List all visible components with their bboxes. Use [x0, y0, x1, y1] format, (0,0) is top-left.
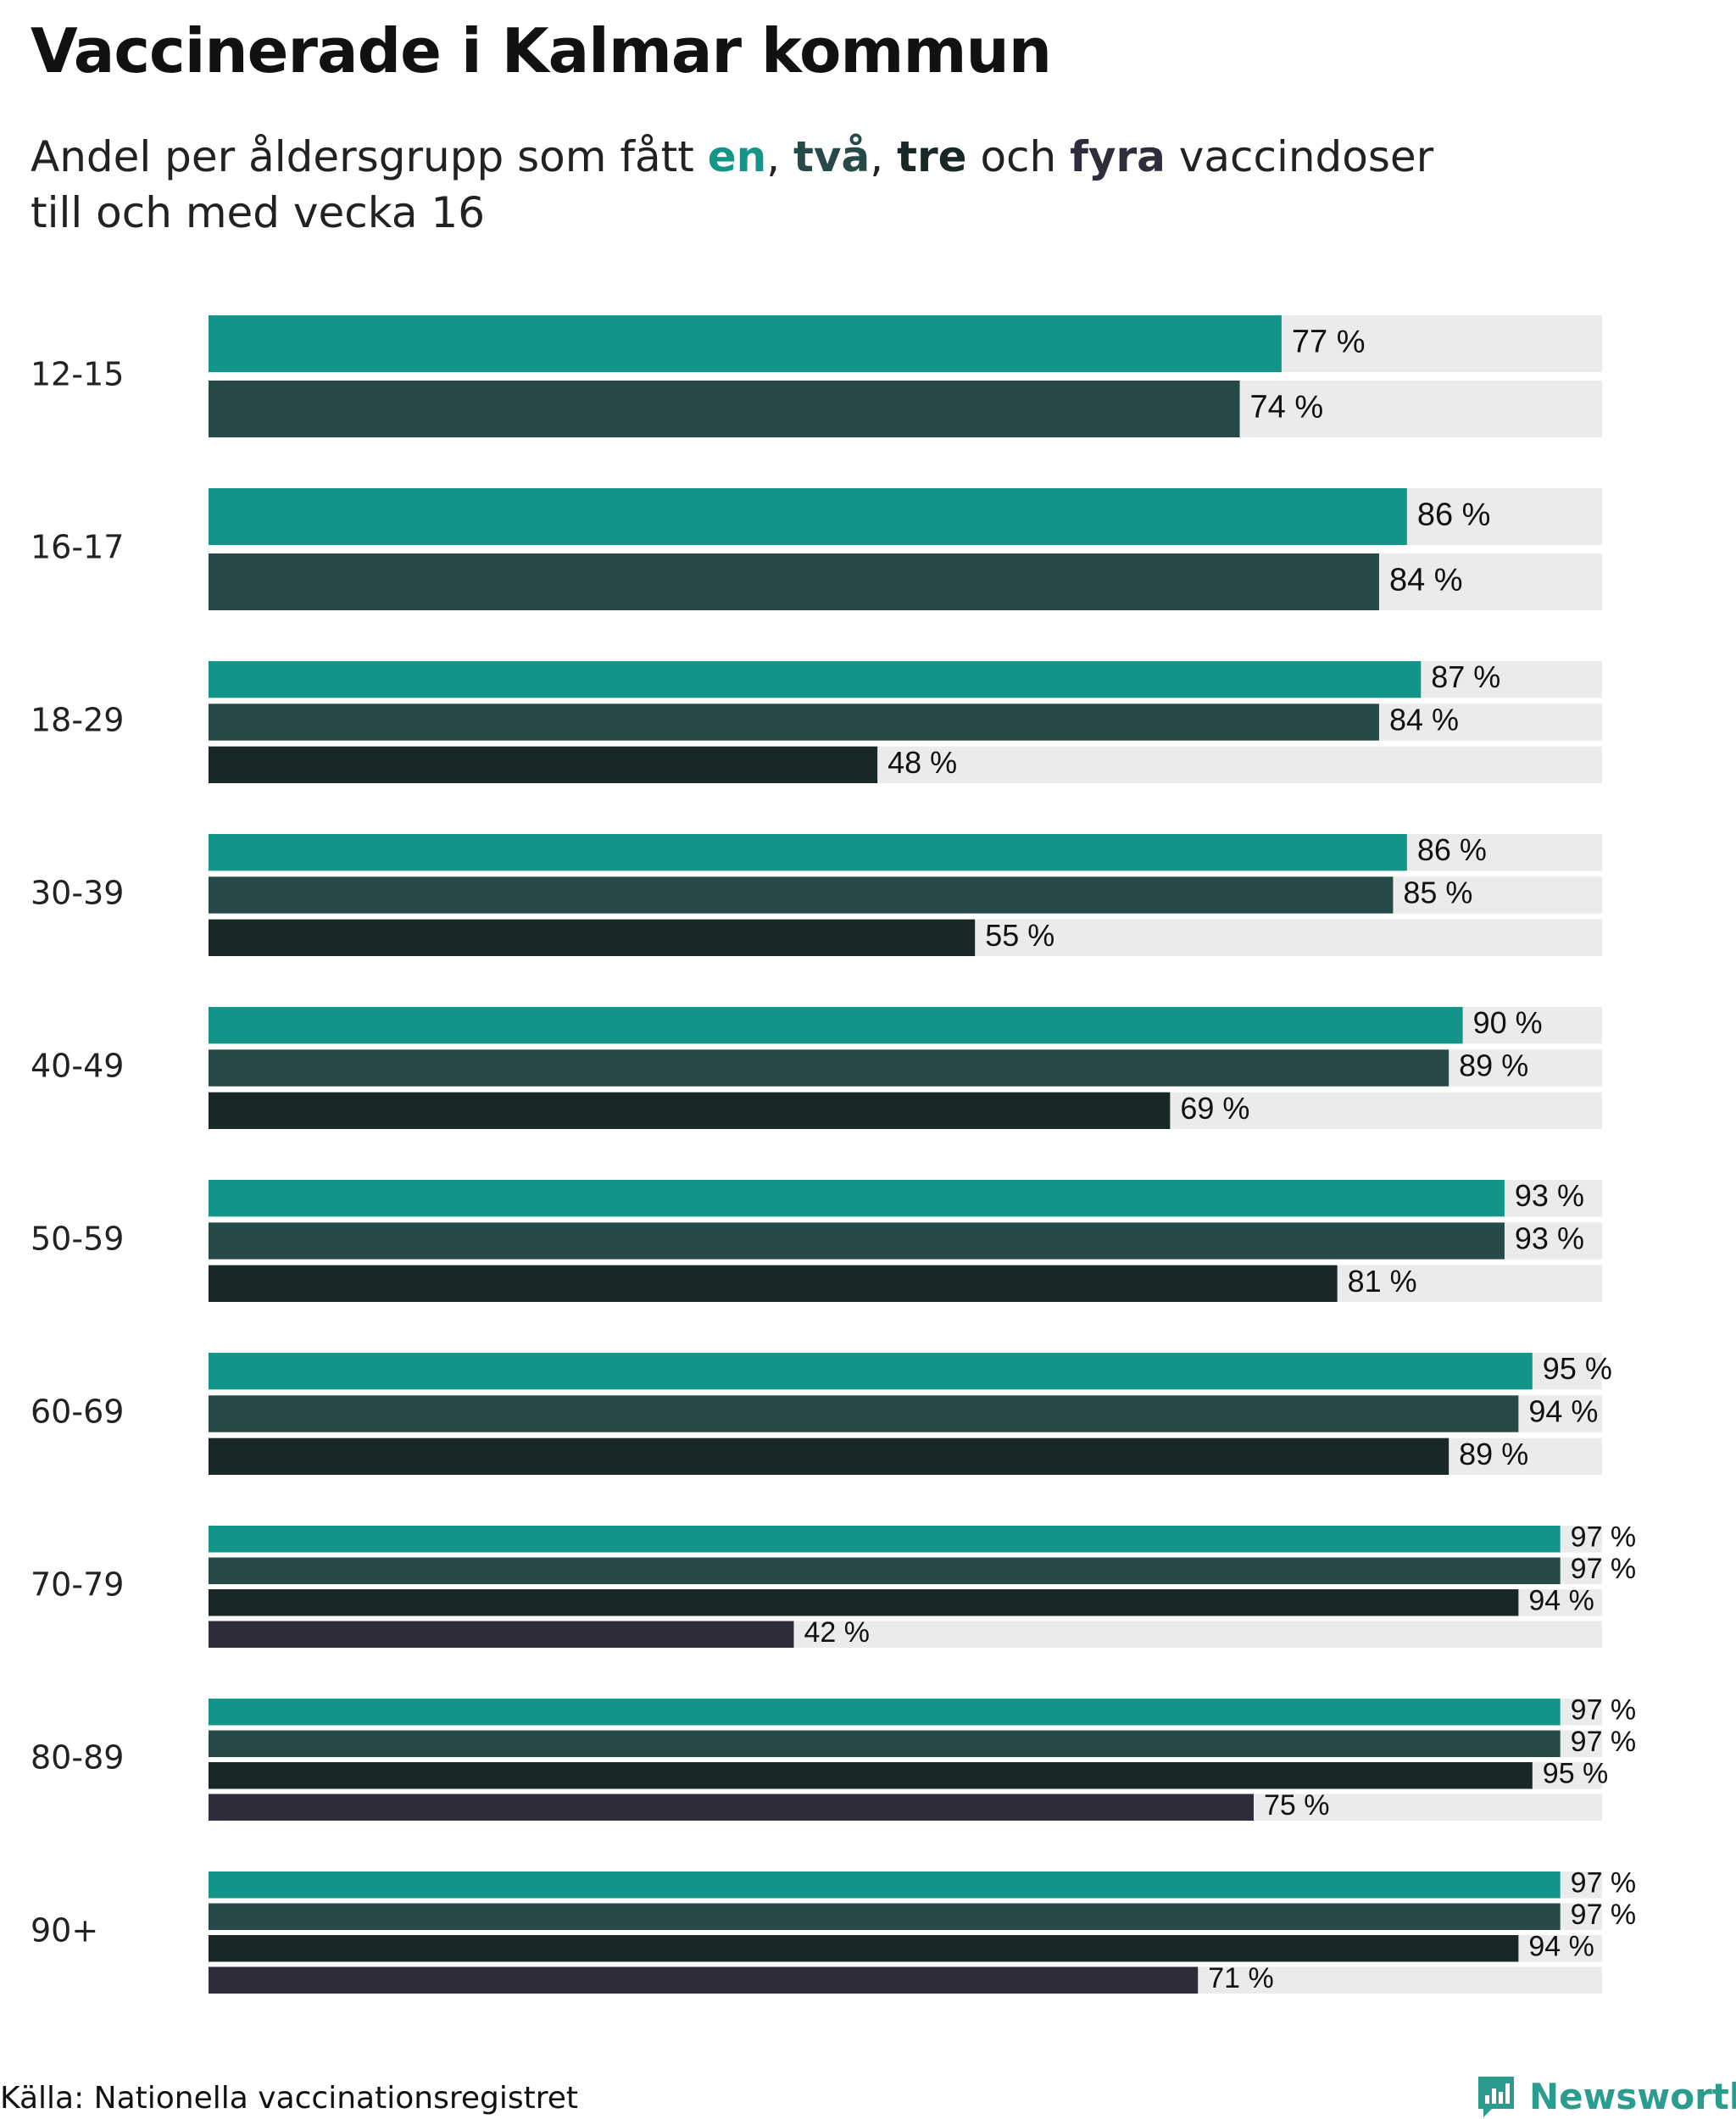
data-label: 74 % [1250, 390, 1324, 425]
bar-en-12-15 [209, 315, 1282, 372]
data-label: 86 % [1417, 498, 1491, 533]
bar-tva-90+ [209, 1903, 1561, 1930]
bar-tre-80-89 [209, 1762, 1533, 1789]
bar-fyra-70-79 [209, 1621, 794, 1648]
legend-dose-1: en [707, 132, 767, 181]
bar-en-16-17 [209, 488, 1407, 545]
bar-tre-90+ [209, 1935, 1519, 1962]
bar-tva-12-15 [209, 381, 1240, 437]
bar-tre-50-59 [209, 1265, 1338, 1302]
category-label: 60-69 [31, 1393, 124, 1431]
bar-en-40-49 [209, 1007, 1463, 1044]
data-label: 84 % [1389, 703, 1459, 737]
data-label: 95 % [1543, 1758, 1609, 1790]
category-label: 18-29 [31, 702, 124, 739]
bar-tre-40-49 [209, 1092, 1171, 1129]
subtitle-separator: , [870, 132, 898, 181]
subtitle-separator: , [766, 132, 794, 181]
data-label: 97 % [1571, 1899, 1637, 1931]
bar-fyra-80-89 [209, 1794, 1254, 1821]
bar-tva-80-89 [209, 1730, 1561, 1757]
bar-tva-30-39 [209, 876, 1394, 914]
bar-tva-18-29 [209, 704, 1379, 741]
subtitle-text: och [966, 132, 1071, 181]
data-label: 97 % [1571, 1694, 1637, 1727]
data-label: 93 % [1515, 1178, 1584, 1213]
chart-subtitle: Andel per åldersgrupp som fått en, två, … [31, 129, 1641, 241]
data-label: 97 % [1571, 1867, 1637, 1899]
bar-en-18-29 [209, 661, 1422, 698]
legend-dose-2: två [793, 132, 871, 181]
bar-chart: 12-15 77 % 74 % 16-17 86 % 84 % 18-29 87 % 84 % 4… [31, 315, 1637, 1994]
data-label: 90 % [1473, 1005, 1543, 1040]
legend-dose-3: tre [897, 132, 967, 181]
bar-en-50-59 [209, 1180, 1505, 1217]
data-label: 42 % [804, 1616, 870, 1649]
data-label: 77 % [1292, 325, 1366, 360]
data-label: 69 % [1180, 1091, 1249, 1126]
subtitle-text: Andel per åldersgrupp som fått [31, 132, 708, 181]
bar-en-90+ [209, 1872, 1561, 1899]
bar-tva-40-49 [209, 1049, 1449, 1087]
bar-tva-50-59 [209, 1222, 1505, 1260]
bar-fyra-90+ [209, 1966, 1199, 1994]
data-label: 87 % [1431, 659, 1500, 694]
data-label: 97 % [1571, 1521, 1637, 1554]
data-label: 48 % [887, 745, 957, 780]
bar-en-80-89 [209, 1699, 1561, 1726]
data-label: 81 % [1348, 1264, 1417, 1299]
data-label: 84 % [1389, 563, 1463, 598]
data-label: 97 % [1571, 1553, 1637, 1585]
category-label: 80-89 [31, 1739, 124, 1777]
source-note: Källa: Nationella vaccinationsregistret [0, 2081, 578, 2116]
data-label: 75 % [1264, 1789, 1330, 1821]
data-label: 55 % [985, 918, 1054, 953]
newsworthy-logo-icon [1478, 2077, 1514, 2117]
data-label: 94 % [1528, 1394, 1598, 1429]
data-label: 97 % [1571, 1726, 1637, 1758]
data-label: 89 % [1459, 1048, 1528, 1083]
data-label: 86 % [1417, 832, 1487, 867]
data-label: 94 % [1528, 1931, 1594, 1963]
bar-en-30-39 [209, 834, 1407, 871]
category-label: 70-79 [31, 1566, 124, 1604]
legend-dose-4: fyra [1070, 132, 1166, 181]
subtitle-text: vaccindoser [1165, 132, 1434, 181]
category-label: 40-49 [31, 1048, 124, 1085]
bar-tre-30-39 [209, 919, 976, 956]
bar-tva-70-79 [209, 1557, 1561, 1584]
bar-en-70-79 [209, 1526, 1561, 1553]
data-label: 71 % [1208, 1962, 1274, 1994]
bar-tre-60-69 [209, 1438, 1449, 1475]
data-label: 93 % [1515, 1221, 1584, 1256]
category-label: 12-15 [31, 356, 124, 393]
data-label: 95 % [1543, 1351, 1612, 1386]
category-label: 16-17 [31, 529, 124, 566]
subtitle-period: till och med vecka 16 [31, 188, 486, 237]
brand-name: Newsworthy [1529, 2075, 1736, 2117]
category-label: 30-39 [31, 875, 124, 912]
data-label: 85 % [1403, 876, 1472, 910]
bar-en-60-69 [209, 1353, 1533, 1390]
brand-logo: Newsworthy [1475, 2073, 1736, 2119]
bar-tre-18-29 [209, 746, 878, 783]
bar-tva-16-17 [209, 553, 1379, 610]
data-label: 89 % [1459, 1437, 1528, 1471]
bar-tva-60-69 [209, 1395, 1519, 1432]
data-label: 94 % [1528, 1585, 1594, 1617]
category-label: 90+ [31, 1912, 98, 1949]
chart-title: Vaccinerade i Kalmar kommun [31, 15, 1052, 86]
category-label: 50-59 [31, 1221, 124, 1258]
bar-tre-70-79 [209, 1589, 1519, 1616]
